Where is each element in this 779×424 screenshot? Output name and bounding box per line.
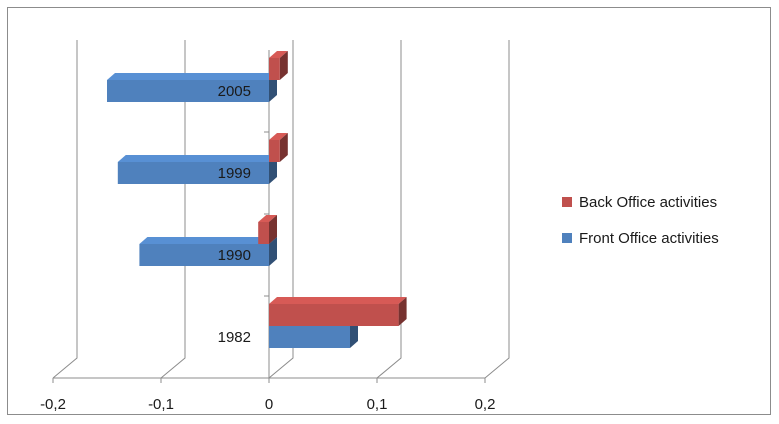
category-label: 1982 xyxy=(218,329,251,346)
bar-side-face xyxy=(269,155,277,184)
bar-front-face xyxy=(269,304,399,326)
bar-back-office-activities-2005 xyxy=(269,51,288,80)
gridline xyxy=(484,40,510,379)
bar-side-face xyxy=(269,237,277,266)
category-label: 1990 xyxy=(218,247,251,264)
bar-back-office-activities-1999 xyxy=(269,133,288,162)
bar-front-face xyxy=(117,162,269,184)
bar-front-office-activities-2005 xyxy=(107,73,277,102)
gridline xyxy=(376,40,402,379)
legend-item-front-office: Front Office activities xyxy=(562,226,772,250)
labels: -0,2 -0,1 0 0,1 0,2 1982 1990 1999 2005 xyxy=(40,83,495,413)
bar-side-face xyxy=(350,319,358,348)
x-tick-label: -0,1 xyxy=(148,396,174,413)
legend: Back Office activities Front Office acti… xyxy=(562,190,772,262)
bar-top-face xyxy=(107,73,277,80)
bar-front-face xyxy=(107,80,269,102)
bars xyxy=(107,51,407,348)
legend-item-back-office: Back Office activities xyxy=(562,190,772,214)
bar-side-face xyxy=(269,215,277,244)
category-label: 2005 xyxy=(218,83,251,100)
bar-front-office-activities-1999 xyxy=(117,155,277,184)
bar-top-face xyxy=(117,155,277,162)
gridline xyxy=(268,40,294,379)
bar-top-face xyxy=(139,237,277,244)
bar-side-face xyxy=(279,51,288,80)
bar-side-face xyxy=(269,73,277,102)
bar-top-face xyxy=(269,51,288,58)
legend-swatch-back-office xyxy=(562,197,572,207)
gridline xyxy=(52,40,78,379)
bar-front-face xyxy=(258,222,269,244)
bar-top-face xyxy=(269,297,407,304)
bar-front-face xyxy=(139,244,269,266)
category-label: 1999 xyxy=(218,165,251,182)
x-tick-label: -0,2 xyxy=(40,396,66,413)
legend-label-front-office: Front Office activities xyxy=(579,229,719,247)
gridline xyxy=(160,40,186,379)
bar-top-face xyxy=(258,215,277,222)
x-tick-label: 0,1 xyxy=(367,396,388,413)
bar-side-face xyxy=(398,297,407,326)
bar-back-office-activities-1982 xyxy=(269,297,407,326)
bar-front-office-activities-1990 xyxy=(139,237,277,266)
x-tick-label: 0 xyxy=(265,396,273,413)
bar-top-face xyxy=(269,133,288,140)
legend-label-back-office: Back Office activities xyxy=(579,193,718,211)
bar-front-face xyxy=(269,326,350,348)
gridlines xyxy=(52,40,510,379)
x-tick-label: 0,2 xyxy=(475,396,496,413)
bar-front-face xyxy=(269,58,280,80)
bar-back-office-activities-1990 xyxy=(258,215,277,244)
legend-swatch-front-office xyxy=(562,233,572,243)
bar-side-face xyxy=(279,133,288,162)
bar-front-face xyxy=(269,140,280,162)
